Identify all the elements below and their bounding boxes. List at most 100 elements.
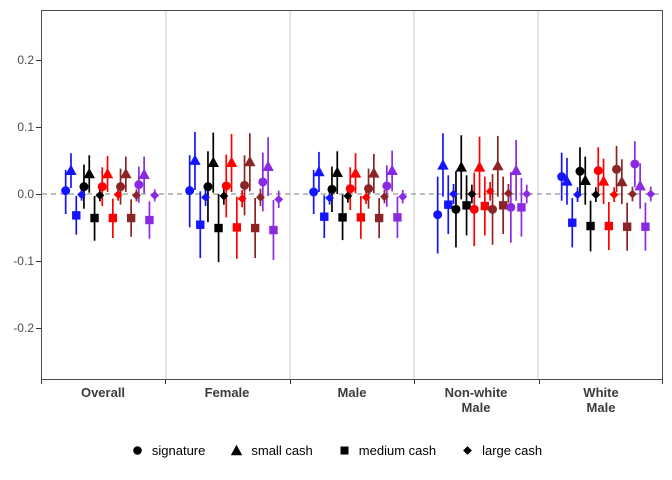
point-Overall-red-diamond — [113, 190, 123, 200]
point-Female-dark-red-diamond — [256, 192, 265, 202]
point-Overall-black-triangle — [83, 167, 95, 179]
point-Non-white-Male-purple-diamond — [522, 189, 532, 199]
legend-item-label: small cash — [251, 443, 313, 458]
y-axis-tick — [36, 261, 41, 262]
point-Male-dark-red-triangle — [368, 167, 380, 178]
point-Non-white-Male-blue-square — [444, 200, 453, 209]
point-Female-purple-triangle — [262, 160, 274, 171]
point-Non-white-Male-blue-diamond — [449, 189, 458, 199]
point-White-Male-purple-diamond — [646, 189, 656, 199]
legend-item-medium-cash: medium cash — [337, 443, 436, 458]
y-axis-tick — [36, 194, 41, 195]
legend-item-small-cash: small cash — [229, 443, 313, 458]
point-Overall-black-square — [90, 213, 99, 223]
point-Non-white-Male-dark-red-diamond — [504, 188, 513, 198]
x-axis-tick — [41, 380, 42, 384]
point-Non-white-Male-dark-red-circle — [488, 204, 498, 214]
point-Male-black-circle — [327, 184, 337, 194]
point-Female-dark-red-circle — [240, 180, 250, 190]
x-axis-tick — [414, 380, 415, 384]
point-Overall-dark-red-circle — [116, 182, 126, 192]
point-Female-purple-circle — [258, 177, 268, 187]
x-axis-tick — [290, 380, 291, 384]
point-White-Male-dark-red-circle — [612, 164, 622, 174]
point-White-Male-blue-triangle — [561, 175, 573, 186]
facet-label-overall: Overall — [80, 385, 126, 400]
point-Non-white-Male-black-triangle — [455, 161, 467, 172]
point-White-Male-blue-square — [568, 218, 577, 227]
point-Non-white-Male-dark-red-square — [498, 201, 508, 210]
y-axis-tick-label: -0.1 — [13, 254, 34, 268]
facet-ci-bars-2 — [312, 150, 404, 241]
point-Overall-dark-red-triangle — [120, 167, 132, 179]
point-White-Male-red-square — [604, 221, 614, 231]
point-Male-dark-red-circle — [364, 184, 374, 194]
legend: signature small cash medium cash large c… — [0, 443, 672, 458]
point-Female-blue-triangle — [189, 154, 201, 165]
point-Male-dark-red-diamond — [380, 192, 389, 202]
point-Non-white-Male-blue-circle — [433, 210, 443, 220]
point-Female-black-circle — [203, 182, 213, 192]
point-Male-red-triangle — [349, 167, 362, 178]
point-Non-white-Male-black-square — [462, 201, 471, 210]
point-Male-dark-red-square — [374, 213, 384, 223]
facet-ci-bars-0 — [64, 153, 156, 241]
point-Female-purple-diamond — [274, 194, 284, 204]
point-White-Male-dark-red-diamond — [628, 189, 637, 199]
x-axis-tick — [539, 380, 540, 384]
point-Female-black-triangle — [207, 156, 219, 167]
x-axis-tick — [165, 380, 166, 384]
y-axis-tick-label: -0.2 — [13, 321, 34, 335]
facet-panels-canvas — [42, 11, 662, 379]
y-axis-tick-label: 0.0 — [17, 187, 34, 201]
point-Female-red-square — [232, 223, 242, 232]
point-Male-red-circle — [345, 184, 355, 194]
facet-points-3 — [433, 133, 532, 254]
facet-points-0 — [61, 153, 160, 241]
point-White-Male-black-diamond — [591, 190, 601, 200]
facet-points-4 — [557, 141, 656, 252]
legend-item-label: large cash — [482, 443, 543, 458]
point-Overall-purple-diamond — [150, 190, 160, 200]
y-axis-tick — [36, 127, 41, 128]
point-Female-black-diamond — [219, 191, 229, 201]
point-Female-red-triangle — [225, 156, 238, 167]
y-axis-tick — [36, 60, 41, 61]
point-Overall-purple-square — [145, 215, 154, 225]
point-Male-black-square — [338, 213, 347, 222]
point-Non-white-Male-black-diamond — [467, 189, 477, 199]
point-Non-white-Male-purple-square — [517, 203, 526, 212]
legend-large-cash-diamond-icon — [463, 446, 473, 455]
point-Male-blue-square — [320, 212, 329, 221]
point-White-Male-red-circle — [593, 166, 603, 176]
point-Female-blue-circle — [185, 186, 195, 196]
point-Male-blue-triangle — [313, 165, 325, 177]
facet-points-2 — [309, 150, 408, 241]
point-Non-white-Male-black-circle — [451, 204, 461, 214]
point-Overall-blue-circle — [61, 186, 71, 196]
point-White-Male-black-triangle — [579, 174, 591, 185]
point-White-Male-red-diamond — [609, 190, 619, 200]
point-Female-purple-square — [269, 225, 278, 235]
point-Non-white-Male-blue-triangle — [437, 159, 449, 170]
point-White-Male-purple-triangle — [634, 179, 646, 191]
facet-label-non-white-male: Non-white Male — [444, 385, 508, 415]
legend-item-large-cash: large cash — [460, 443, 542, 458]
point-Overall-red-triangle — [101, 167, 114, 179]
point-Non-white-Male-red-triangle — [473, 161, 486, 172]
point-White-Male-black-circle — [575, 166, 585, 176]
point-Overall-blue-triangle — [65, 164, 77, 175]
point-Male-purple-triangle — [386, 164, 398, 175]
y-axis-tick — [36, 328, 41, 329]
y-axis-tick-label: 0.2 — [17, 53, 34, 67]
x-axis-tick — [662, 380, 663, 384]
point-Overall-purple-circle — [134, 180, 144, 190]
y-axis-tick-label: 0.1 — [17, 120, 34, 134]
point-White-Male-purple-circle — [630, 159, 640, 169]
point-Male-blue-circle — [309, 187, 319, 197]
point-Female-black-square — [214, 223, 223, 233]
point-Male-purple-square — [393, 213, 402, 222]
legend-item-label: signature — [151, 443, 206, 458]
point-White-Male-black-square — [586, 221, 595, 231]
